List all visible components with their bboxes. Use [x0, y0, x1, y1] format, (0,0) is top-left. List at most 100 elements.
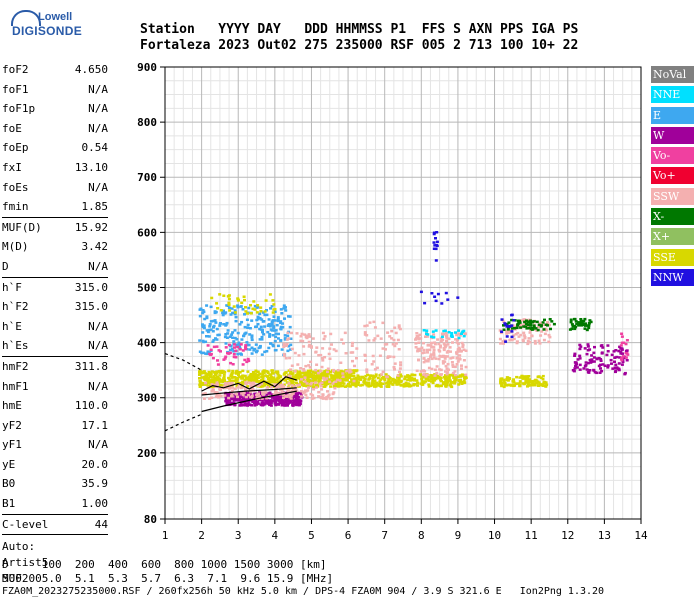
echo-point [392, 355, 396, 359]
echo-point [273, 329, 277, 332]
echo-point [412, 379, 416, 382]
echo-point [256, 376, 260, 379]
echo-point [392, 381, 396, 384]
param-value: 15.92 [74, 220, 108, 234]
echo-point [431, 381, 435, 385]
echo-point [215, 327, 219, 331]
echo-point [376, 334, 380, 338]
param-name: foEp [2, 141, 29, 155]
echo-point [432, 346, 436, 349]
echo-point [274, 387, 278, 390]
y-tick-label: 200 [137, 447, 157, 460]
echo-point [539, 334, 543, 337]
echo-point [547, 340, 551, 344]
echo-point [445, 351, 449, 354]
echo-point [326, 380, 329, 383]
echo-point [321, 347, 325, 350]
echo-point [527, 327, 531, 330]
echo-point [371, 374, 375, 377]
echo-point [411, 373, 415, 377]
echo-point [285, 342, 289, 346]
echo-point [351, 369, 355, 372]
echo-point [198, 314, 202, 318]
echo-point [207, 328, 211, 332]
echo-point [397, 383, 401, 386]
echo-point [425, 335, 429, 338]
echo-point [258, 312, 262, 316]
echo-point [328, 380, 332, 384]
echo-point [527, 323, 530, 327]
echo-point [226, 400, 230, 404]
echo-point [280, 383, 284, 386]
echo-point [360, 383, 364, 387]
echo-point [237, 373, 240, 377]
echo-point [460, 332, 463, 335]
echo-point [293, 385, 296, 388]
echo-point [260, 353, 264, 356]
echo-point [236, 304, 240, 307]
echo-point [275, 323, 279, 327]
echo-point [270, 380, 274, 384]
echo-point [272, 326, 276, 330]
echo-point [234, 319, 238, 323]
echo-point [289, 368, 293, 371]
echo-point [413, 377, 416, 381]
echo-point [228, 387, 231, 390]
echo-point [367, 383, 371, 387]
echo-point [282, 352, 286, 356]
echo-point [198, 379, 202, 383]
echo-point [253, 304, 257, 308]
echo-point [390, 337, 394, 340]
echo-point [225, 402, 229, 405]
echo-point [225, 321, 229, 325]
echo-point [381, 321, 385, 325]
echo-point [446, 381, 450, 384]
echo-point [206, 344, 210, 347]
echo-point [222, 358, 226, 361]
echo-point [198, 369, 202, 373]
echo-point [457, 329, 461, 332]
echo-point [323, 382, 326, 385]
echo-point [290, 347, 294, 351]
echo-point [433, 295, 437, 298]
echo-point [519, 333, 523, 337]
echo-point [248, 327, 252, 330]
echo-point [234, 392, 238, 396]
echo-point [391, 383, 395, 386]
echo-point [352, 379, 356, 383]
echo-point [225, 398, 228, 402]
echo-point [267, 324, 271, 327]
echo-point [208, 375, 212, 378]
echo-point [322, 385, 326, 388]
echo-point [233, 311, 237, 314]
echo-point [526, 385, 529, 388]
echo-point [236, 306, 240, 309]
echo-point [578, 363, 582, 367]
echo-point [230, 389, 234, 392]
echo-point [535, 320, 539, 324]
echo-point [317, 395, 321, 398]
echo-point [587, 326, 591, 330]
echo-point [227, 381, 231, 385]
echo-point [458, 334, 462, 337]
echo-point [453, 365, 457, 369]
echo-point [321, 397, 325, 400]
echo-point [209, 328, 213, 331]
echo-point [276, 398, 280, 401]
echo-point [430, 357, 434, 361]
echo-point [266, 330, 270, 334]
echo-point [373, 337, 377, 340]
echo-point [412, 384, 416, 387]
param-name: h`F [2, 280, 22, 294]
echo-point [355, 347, 359, 350]
echo-point [432, 241, 436, 244]
echo-point [365, 370, 369, 374]
echo-point [508, 330, 512, 333]
param-row: foF1 N/A [2, 80, 108, 100]
echo-point [297, 372, 301, 375]
echo-point [211, 356, 215, 360]
echo-point [444, 331, 448, 335]
echo-point [507, 321, 511, 324]
echo-point [241, 374, 245, 378]
echo-point [601, 346, 605, 349]
